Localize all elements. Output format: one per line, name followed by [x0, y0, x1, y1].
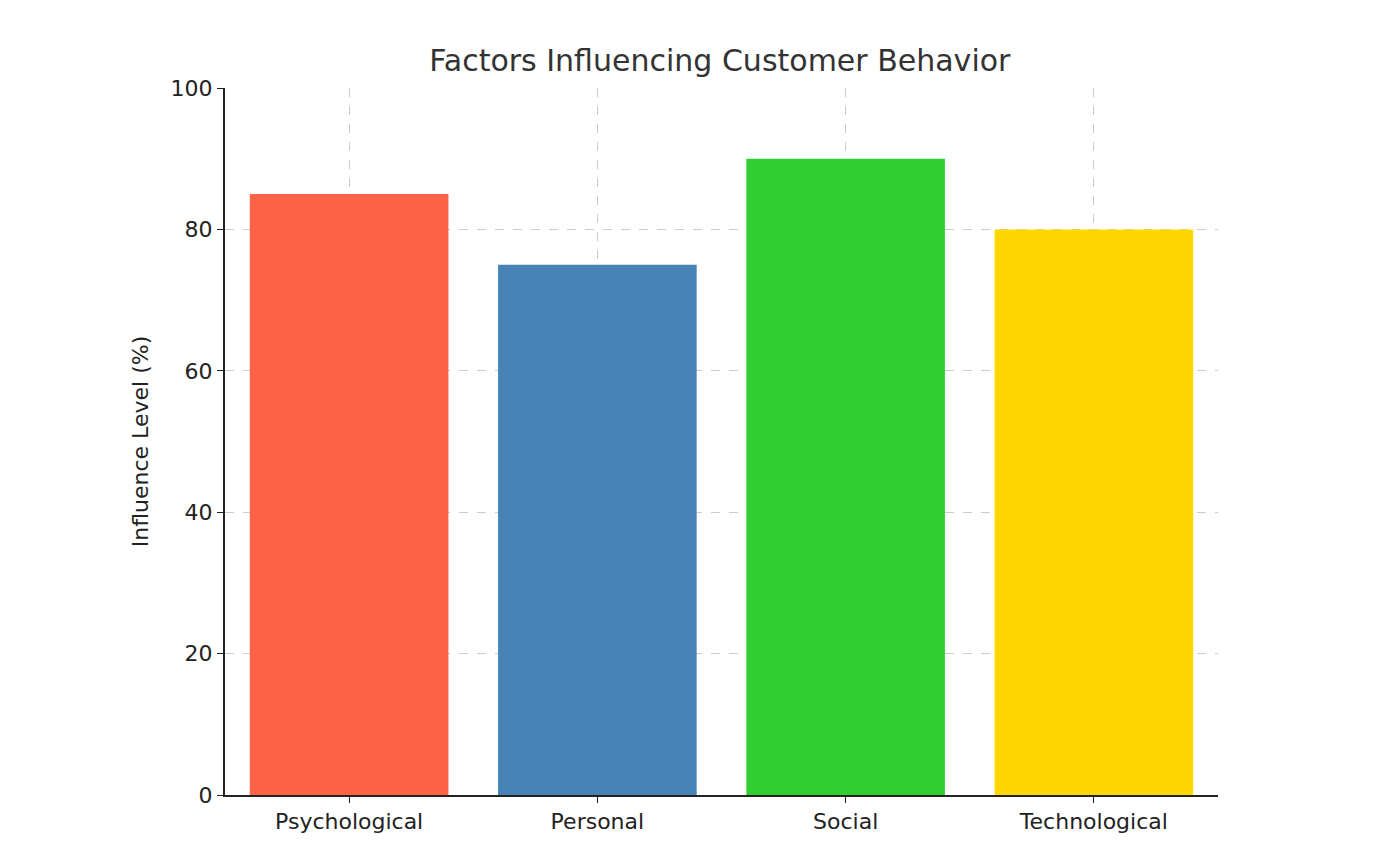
svg-text:Personal: Personal	[551, 809, 645, 834]
svg-text:100: 100	[171, 76, 213, 101]
svg-text:40: 40	[185, 500, 213, 525]
svg-text:Social: Social	[813, 809, 878, 834]
svg-text:80: 80	[185, 217, 213, 242]
svg-text:60: 60	[185, 359, 213, 384]
svg-text:Factors Influencing Customer B: Factors Influencing Customer Behavior	[429, 43, 1011, 78]
svg-text:0: 0	[199, 783, 213, 808]
svg-text:Psychological: Psychological	[275, 809, 423, 834]
svg-text:Technological: Technological	[1019, 809, 1168, 834]
svg-text:Influence Level (%): Influence Level (%)	[128, 336, 153, 547]
svg-text:20: 20	[185, 641, 213, 666]
